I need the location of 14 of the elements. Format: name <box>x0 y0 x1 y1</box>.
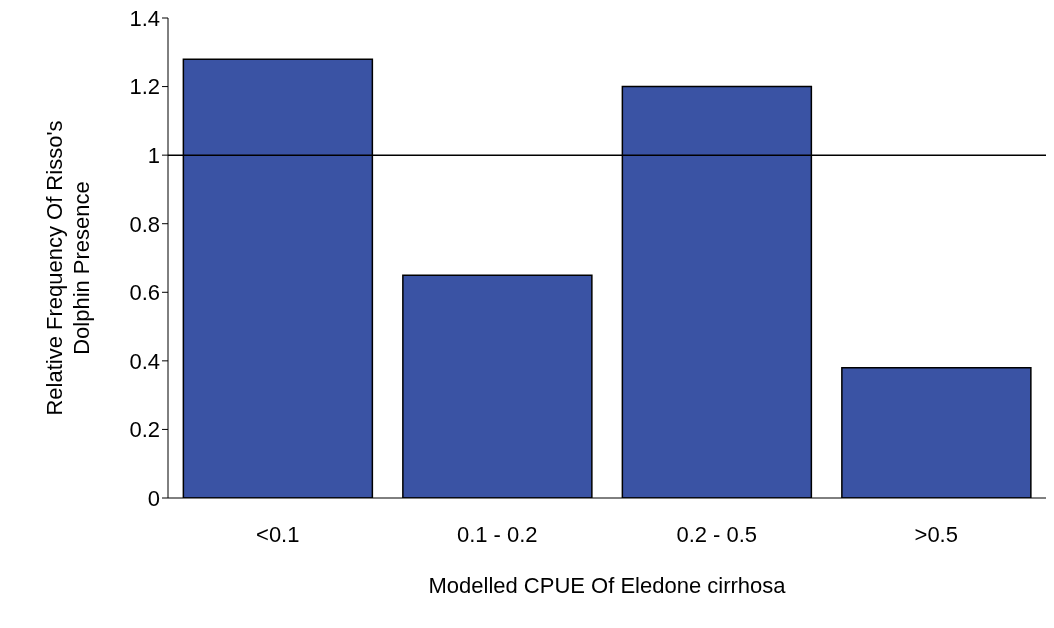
y-tick-label: 1 <box>147 142 160 168</box>
y-tick-label: 0.6 <box>129 280 160 306</box>
x-tick-label: <0.1 <box>256 521 300 547</box>
y-tick-label: 0.8 <box>129 211 160 237</box>
y-tick-label: 1.2 <box>129 74 160 100</box>
y-tick-label: 1.4 <box>129 5 160 31</box>
y-tick-label: 0.2 <box>129 417 160 443</box>
y-axis-title: Relative Frequency Of Risso's Dolphin Presence <box>41 119 95 418</box>
y-tick-label: 0 <box>147 485 160 511</box>
x-axis-title: Modelled CPUE Of Eledone cirrhosa <box>428 573 787 598</box>
x-tick-label: 0.1 - 0.2 <box>456 521 538 547</box>
y-tick-label: 0.4 <box>129 348 160 374</box>
x-tick-label: 0.2 - 0.5 <box>676 521 758 547</box>
x-tick-label: >0.5 <box>914 521 958 547</box>
